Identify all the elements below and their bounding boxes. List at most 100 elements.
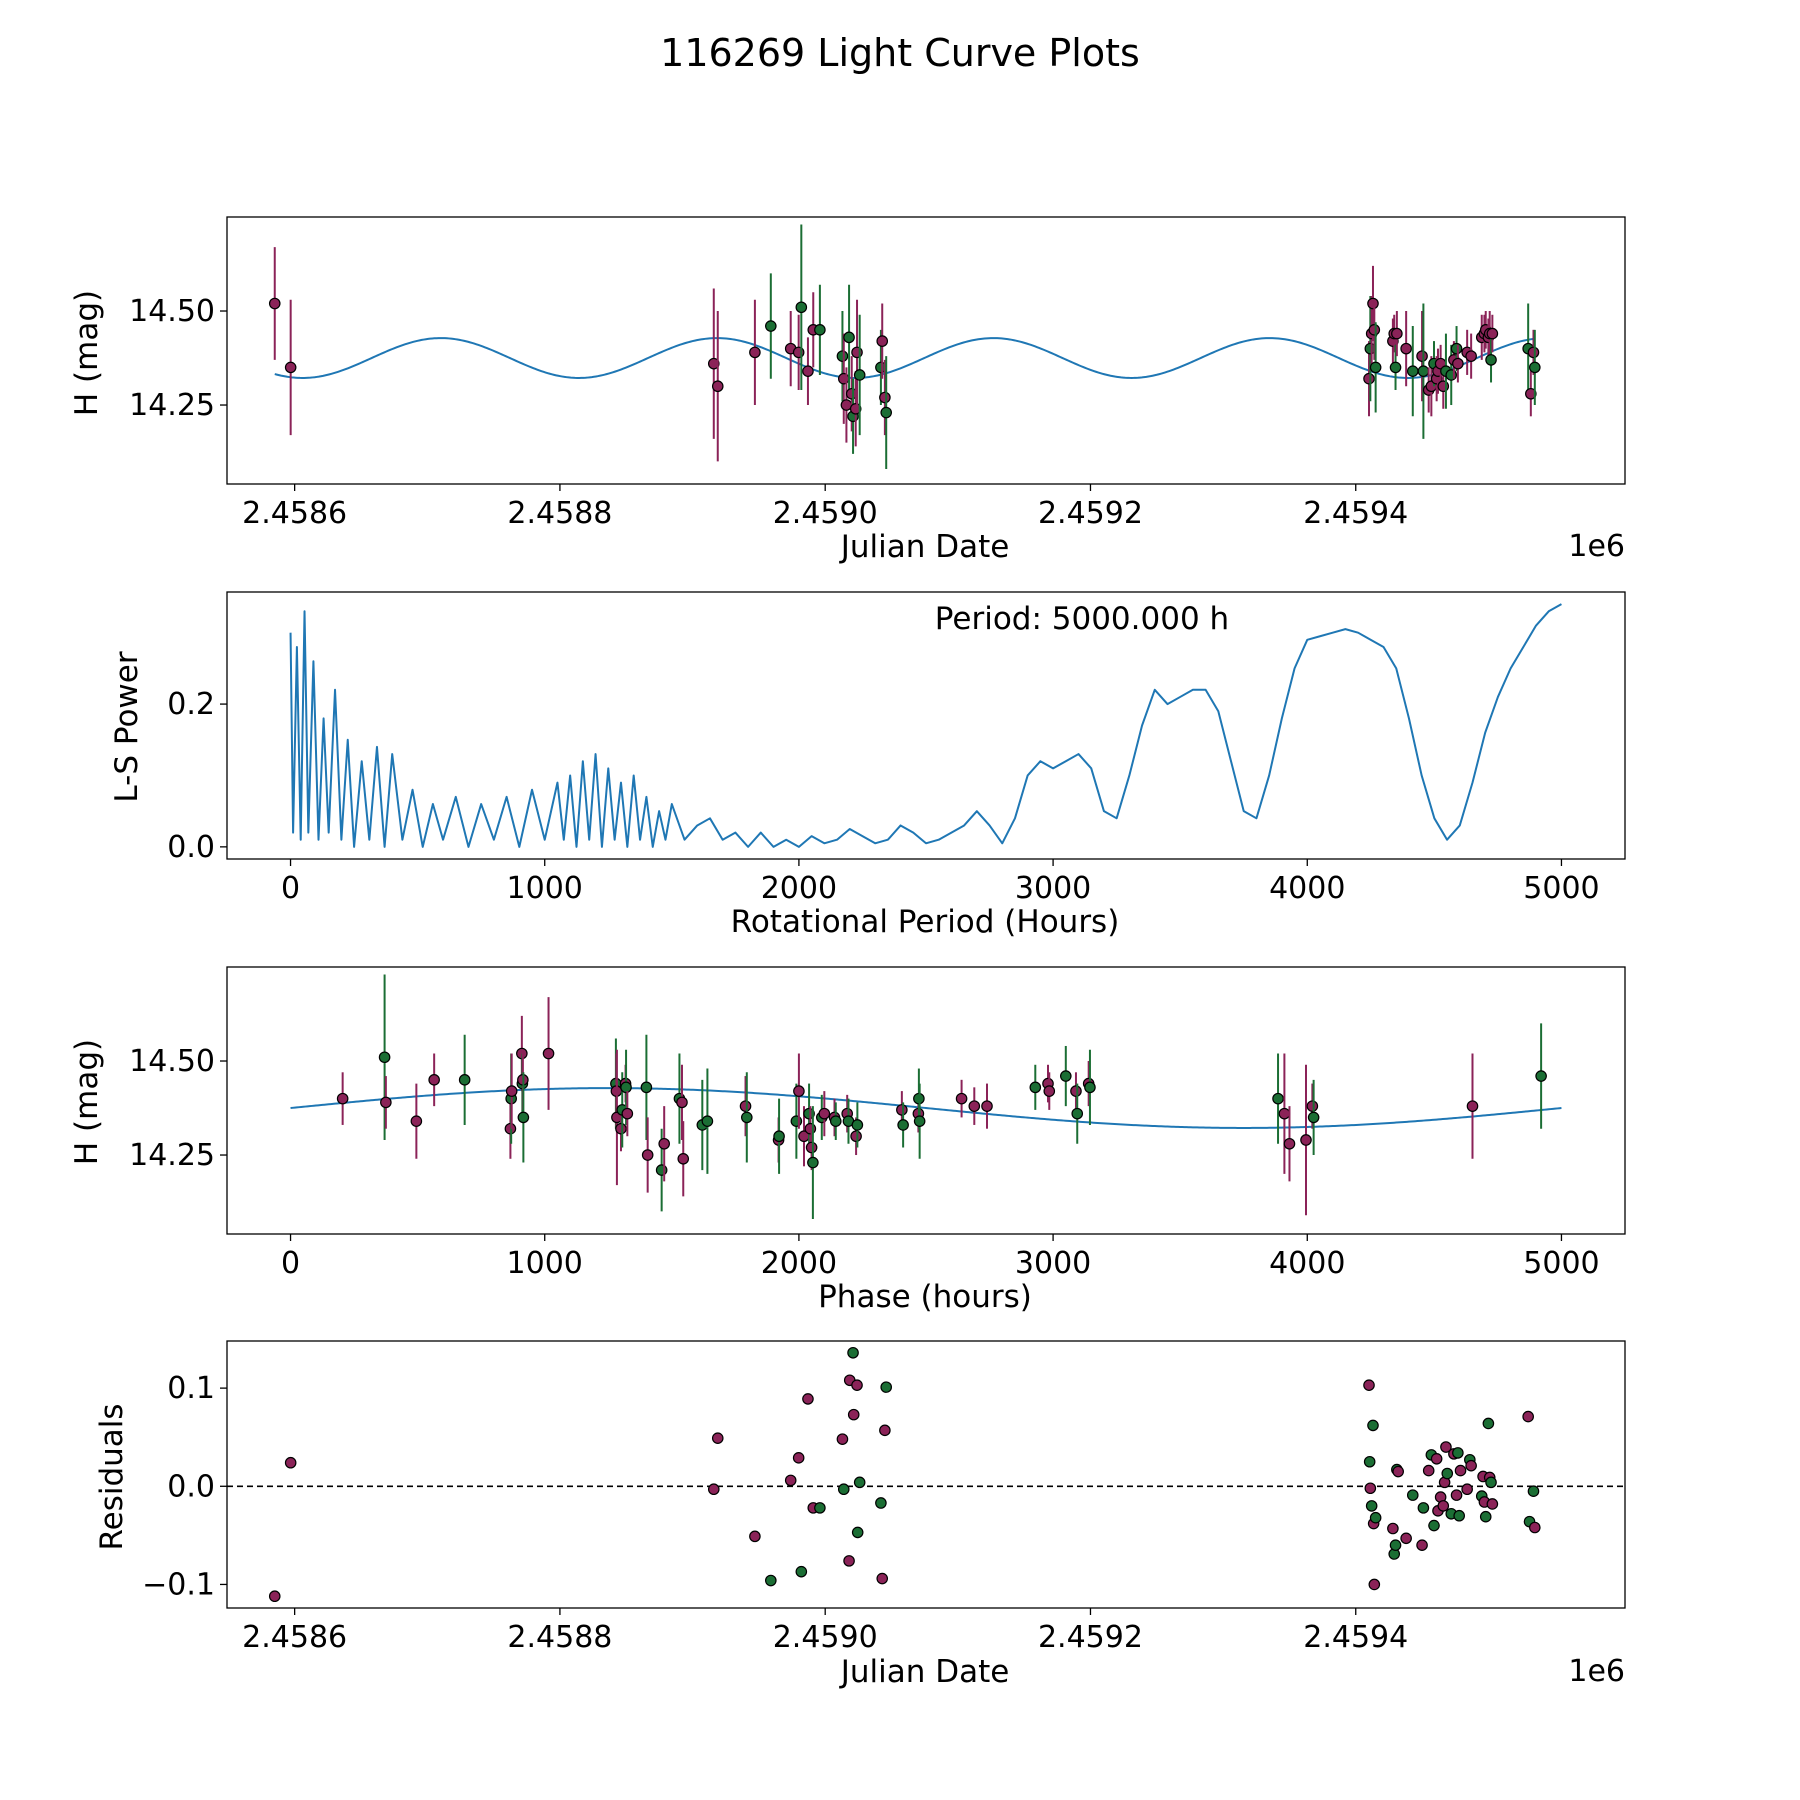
residuals-data-point — [1400, 1532, 1412, 1545]
phased-data-point — [913, 1115, 926, 1127]
residuals-data-point — [1452, 1447, 1464, 1459]
lightcurve-data-point — [1450, 342, 1463, 355]
residuals-plot-area: 2.4586 2.4588 2.4590 2.4592 2.4594 −0.1 0.0 0.1 — [142, 1340, 1626, 1655]
lightcurve-ylabel: H (mag) — [69, 290, 105, 416]
lightcurve-data-point — [1367, 297, 1379, 310]
lightcurve-data-point — [1485, 354, 1497, 366]
lightcurve-data-point — [1452, 357, 1464, 370]
residuals-data-point — [1529, 1521, 1541, 1534]
phased-xtick-label: 4000 — [1269, 1246, 1345, 1281]
phased-ytick-label: 14.50 — [129, 1044, 215, 1079]
residuals-data-point — [1461, 1483, 1473, 1496]
lightcurve-data-point — [711, 380, 724, 393]
phased-data-point — [790, 1115, 803, 1127]
periodogram-ytick-label: 0.0 — [167, 830, 215, 865]
phased-data-point — [805, 1141, 818, 1154]
residuals-data-point — [1437, 1500, 1450, 1512]
phased-xtick-label: 1000 — [507, 1246, 583, 1281]
phased-ylabel: H (mag) — [69, 1039, 105, 1165]
residuals-data-point — [765, 1574, 777, 1587]
residuals-data-point — [1422, 1464, 1435, 1477]
panel-residuals: Residuals Julian Date 1e6 — [94, 1403, 1625, 1690]
residuals-data-point — [707, 1483, 720, 1496]
periodogram-xtick-label: 0 — [281, 871, 300, 906]
lightcurve-xlabel: Julian Date — [839, 529, 1010, 565]
residuals-data-point — [784, 1474, 797, 1487]
phased-data-point — [981, 1100, 993, 1112]
lightcurve-frame — [226, 216, 1626, 485]
residuals-data-point — [1368, 1578, 1381, 1591]
residuals-data-point — [1428, 1519, 1440, 1532]
residuals-data-point — [1450, 1489, 1463, 1501]
residuals-xlabel: Julian Date — [839, 1654, 1010, 1690]
periodogram-ylabel: L-S Power — [109, 651, 145, 802]
phased-data-point — [803, 1107, 815, 1120]
phased-data-point — [676, 1096, 688, 1109]
residuals-xtick-label: 2.4590 — [773, 1620, 878, 1655]
lightcurve-data-point — [1400, 342, 1412, 355]
residuals-data-point — [1417, 1502, 1430, 1514]
phased-data-point — [380, 1096, 392, 1109]
phased-ytick-label: 14.25 — [129, 1138, 215, 1173]
residuals-offset-label: 1e6 — [1568, 1654, 1625, 1689]
phased-data-point — [1535, 1070, 1547, 1082]
phased-data-point — [640, 1081, 653, 1094]
residuals-data-point — [847, 1408, 860, 1421]
figure-title: 116269 Light Curve Plots — [660, 31, 1140, 75]
residuals-data-point — [1440, 1441, 1452, 1453]
residuals-data-point — [879, 1424, 891, 1437]
lightcurve-data-point — [1529, 361, 1541, 374]
phased-data-point — [458, 1074, 471, 1086]
residuals-data-point — [1527, 1485, 1540, 1497]
lightcurve-ytick-label: 14.25 — [129, 388, 215, 423]
lightcurve-xtick-label: 2.4586 — [242, 496, 347, 531]
phased-data-point — [851, 1119, 864, 1131]
phased-data-point — [804, 1122, 817, 1135]
residuals-data-point — [1365, 1500, 1378, 1512]
lightcurve-xtick-label: 2.4592 — [1038, 496, 1143, 531]
phased-data-point — [1272, 1092, 1284, 1105]
residuals-data-point — [1485, 1476, 1497, 1489]
residuals-data-point — [795, 1565, 808, 1578]
periodogram-xtick-label: 5000 — [1523, 871, 1599, 906]
panel-phased: H (mag) Phase (hours) — [69, 1039, 1032, 1315]
periodogram-series-line — [289, 603, 1562, 848]
residuals-data-point — [847, 1346, 859, 1359]
phased-data-point — [615, 1122, 627, 1135]
residuals-data-point — [843, 1555, 855, 1567]
residuals-data-point — [1416, 1539, 1428, 1551]
phased-data-point — [410, 1115, 423, 1127]
panel-periodogram: L-S Power Rotational Period (Hours) Peri… — [109, 601, 1229, 940]
lightcurve-data-point — [836, 350, 849, 362]
residuals-xtick-label: 2.4586 — [242, 1620, 347, 1655]
phased-plot-area: 0 1000 2000 3000 4000 5000 14.25 14.50 — [129, 966, 1626, 1281]
lightcurve-data-point — [1486, 327, 1499, 340]
phased-model-curve — [290, 1087, 1562, 1129]
residuals-data-point — [1364, 1482, 1377, 1495]
lightcurve-data-point — [880, 406, 893, 419]
lightcurve-data-point — [1417, 365, 1430, 377]
lightcurve-data-point — [1406, 365, 1419, 377]
residuals-ytick-label: −0.1 — [142, 1567, 215, 1602]
residuals-data-point — [851, 1379, 863, 1391]
phased-data-point — [1043, 1085, 1056, 1097]
phased-data-point — [850, 1130, 862, 1143]
residuals-data-point — [802, 1393, 814, 1405]
periodogram-xtick-label: 1000 — [507, 871, 583, 906]
lightcurve-data-point — [1527, 346, 1540, 359]
residuals-data-point — [1406, 1489, 1419, 1501]
lightcurve-data-point — [853, 369, 866, 381]
phased-data-point — [1283, 1137, 1296, 1150]
phased-data-point — [1278, 1107, 1291, 1120]
residuals-data-point — [1367, 1419, 1379, 1432]
phased-data-point — [621, 1107, 634, 1120]
residuals-data-point — [1363, 1455, 1376, 1468]
periodogram-xlabel: Rotational Period (Hours) — [731, 904, 1120, 940]
phased-frame — [226, 966, 1626, 1235]
periodogram-xtick-label: 2000 — [761, 871, 837, 906]
phased-data-point — [807, 1156, 819, 1169]
phased-data-point — [829, 1115, 842, 1127]
phased-xtick-label: 3000 — [1015, 1246, 1091, 1281]
phased-xtick-label: 5000 — [1523, 1246, 1599, 1281]
